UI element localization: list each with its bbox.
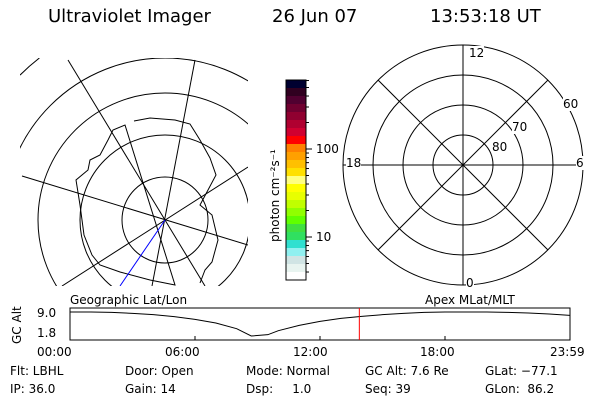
colorbar-swatch: [286, 224, 306, 233]
colorbar-swatch: [286, 200, 306, 209]
mlt-label-18: 18: [346, 156, 362, 170]
colorbar-swatch: [286, 248, 306, 257]
colorbar-swatch: [286, 240, 306, 249]
mlat-label-70: 70: [512, 120, 528, 134]
colorbar-swatch: [286, 192, 306, 201]
colorbar-unit-label: photon cm⁻²s⁻¹: [268, 149, 282, 242]
colorbar-swatch: [286, 184, 306, 193]
satellite-look-line: [119, 219, 166, 286]
apex-map: [342, 44, 584, 286]
gc-alt-line: [70, 311, 571, 337]
colorbar-swatch: [286, 144, 306, 153]
mlat-label-60: 60: [563, 97, 579, 111]
colorbar-swatch: [286, 96, 306, 105]
x-tick-2359: 23:59: [550, 345, 585, 359]
colorbar-swatch: [286, 80, 306, 89]
geographic-map: [20, 58, 248, 286]
gain-value: Gain: 14: [125, 382, 176, 396]
gc-alt-value: GC Alt: 7.6 Re: [365, 364, 449, 378]
x-tick-18: 18:00: [420, 345, 455, 359]
filter-value: Flt: LBHL: [10, 364, 64, 378]
lat-circle: [79, 134, 248, 286]
colorbar-swatch: [286, 176, 306, 185]
colorbar-swatch: [286, 136, 306, 145]
lon-line: [67, 59, 206, 286]
colorbar-swatch: [286, 160, 306, 169]
lon-line: [21, 175, 248, 246]
instrument-title: Ultraviolet Imager: [48, 6, 211, 27]
colorbar-swatch: [286, 152, 306, 161]
apex-label: Apex MLat/MLT: [425, 293, 515, 307]
colorbar-tick-100: 100: [316, 142, 339, 156]
gc-alt-axis-label: GC Alt: [10, 306, 24, 344]
mlt-label-0: 0: [466, 276, 474, 290]
mlt-line: [377, 79, 549, 251]
glat-value: GLat: −77.1: [485, 364, 558, 378]
lat-circle: [37, 92, 248, 286]
colorbar-swatch: [286, 232, 306, 241]
y-tick-9: 9.0: [37, 306, 57, 320]
colorbar-swatch: [286, 128, 306, 137]
lat-circle: [20, 58, 40, 76]
mlt-label-6: 6: [576, 156, 584, 170]
ip-value: IP: 36.0: [10, 382, 56, 396]
plot-frame: [69, 307, 571, 341]
mlat-label-80: 80: [492, 140, 508, 154]
x-tick-6: 06:00: [165, 345, 200, 359]
mlt-label-12: 12: [469, 46, 485, 60]
door-value: Door: Open: [125, 364, 194, 378]
colorbar: [285, 79, 312, 281]
dsp-value: Dsp: 1.0: [246, 382, 312, 396]
lat-circle: [121, 176, 209, 264]
y-tick-1-8: 1.8: [37, 326, 57, 340]
glon-value: GLon: 86.2: [485, 382, 555, 396]
colorbar-swatch: [286, 88, 306, 97]
mode-value: Mode: Normal: [246, 364, 330, 378]
colorbar-swatch: [286, 112, 306, 121]
colorbar-swatch: [286, 256, 306, 265]
time-label: 13:53:18 UT: [430, 6, 541, 27]
geographic-label: Geographic Lat/Lon: [70, 293, 188, 307]
colorbar-tick-10: 10: [316, 230, 332, 244]
x-tick-0: 00:00: [37, 345, 72, 359]
gc-alt-plot: [69, 307, 571, 341]
x-tick-12: 12:00: [293, 345, 328, 359]
date-label: 26 Jun 07: [272, 6, 358, 27]
seq-value: Seq: 39: [365, 382, 411, 396]
colorbar-swatch: [286, 104, 306, 113]
colorbar-swatch: [286, 264, 306, 273]
colorbar-swatch: [286, 272, 306, 281]
lon-line: [151, 59, 196, 286]
antarctica-coastline: [75, 117, 219, 286]
colorbar-swatch: [286, 168, 306, 177]
colorbar-swatch: [286, 216, 306, 225]
lon-line: [61, 166, 248, 286]
colorbar-swatch: [286, 208, 306, 217]
colorbar-frame: [285, 79, 307, 281]
colorbar-swatch: [286, 120, 306, 129]
